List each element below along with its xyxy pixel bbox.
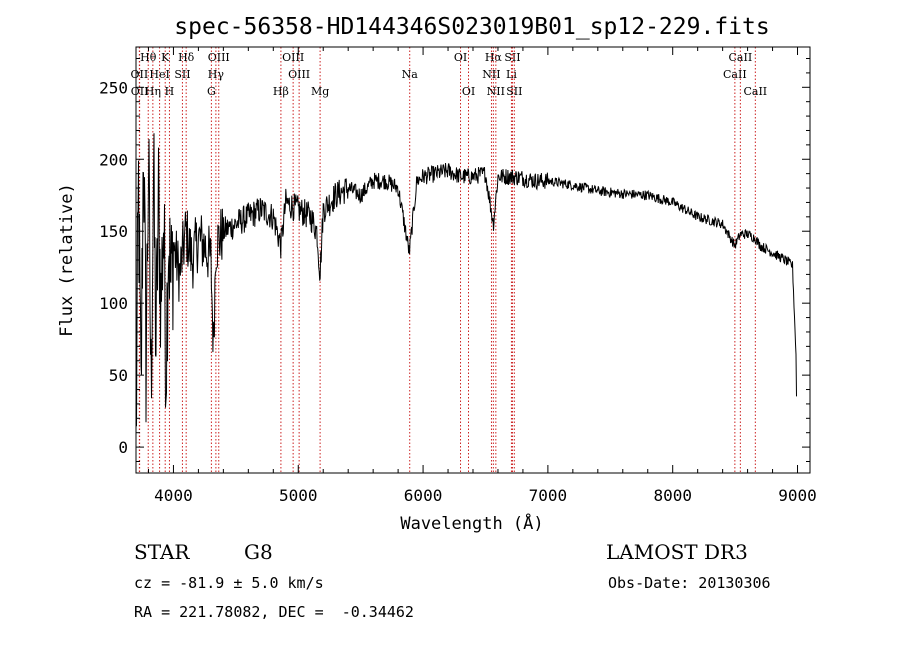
line-label: Hα (485, 51, 503, 64)
line-label: NII (487, 85, 505, 98)
line-label: OII (131, 68, 149, 81)
x-tick-label: 7000 (529, 486, 568, 505)
line-label: SII (504, 51, 520, 64)
line-label: NII (482, 68, 500, 81)
line-label: Hθ (140, 51, 157, 64)
spectrum-line (135, 133, 797, 427)
line-label: Hγ (208, 68, 225, 81)
line-label: OIII (282, 51, 304, 64)
line-label: OIII (288, 68, 310, 81)
survey-name: LAMOST DR3 (606, 540, 748, 564)
y-tick-label: 50 (109, 366, 128, 385)
line-label: OIII (208, 51, 230, 64)
y-tick-label: 0 (118, 438, 128, 457)
line-label: Hη (145, 85, 161, 98)
observation-date: Obs-Date: 20130306 (608, 574, 771, 592)
object-subclass: G8 (244, 540, 273, 564)
y-axis-label: Flux (relative) (57, 183, 77, 337)
x-tick-label: 8000 (653, 486, 692, 505)
line-label: H (165, 85, 175, 98)
x-axis-label: Wavelength (Å) (400, 512, 543, 534)
spectrum-chart: spec-56358-HD144346S023019B01_sp12-229.f… (57, 14, 817, 534)
line-label: Li (506, 68, 517, 81)
line-label: OI (454, 51, 467, 64)
x-tick-label: 6000 (404, 486, 443, 505)
line-label: SII (506, 85, 522, 98)
y-tick-label: 100 (99, 294, 128, 313)
chart-title: spec-56358-HD144346S023019B01_sp12-229.f… (174, 14, 769, 40)
ra-dec: RA = 221.78082, DEC = -0.34462 (134, 603, 414, 621)
line-label: OII (131, 85, 149, 98)
x-tick-label: 4000 (154, 486, 193, 505)
y-tick-label: 250 (99, 78, 128, 97)
line-label: Mg (311, 85, 329, 98)
line-label: Hβ (273, 85, 289, 98)
line-label: Na (402, 68, 419, 81)
line-label: CaII (729, 51, 753, 64)
line-label: CaII (723, 68, 747, 81)
redshift-velocity: cz = -81.9 ± 5.0 km/s (134, 574, 324, 592)
line-label: G (207, 85, 216, 98)
object-class: STAR (134, 540, 190, 564)
y-tick-label: 200 (99, 150, 128, 169)
line-label: HeI (149, 68, 169, 81)
x-tick-label: 9000 (778, 486, 817, 505)
line-label: K (161, 51, 170, 64)
plot-frame (135, 46, 811, 474)
line-label: Hδ (178, 51, 195, 64)
x-tick-label: 5000 (279, 486, 318, 505)
y-tick-label: 150 (99, 222, 128, 241)
line-label: CaII (743, 85, 767, 98)
line-label: SII (174, 68, 190, 81)
line-label: OI (462, 85, 475, 98)
